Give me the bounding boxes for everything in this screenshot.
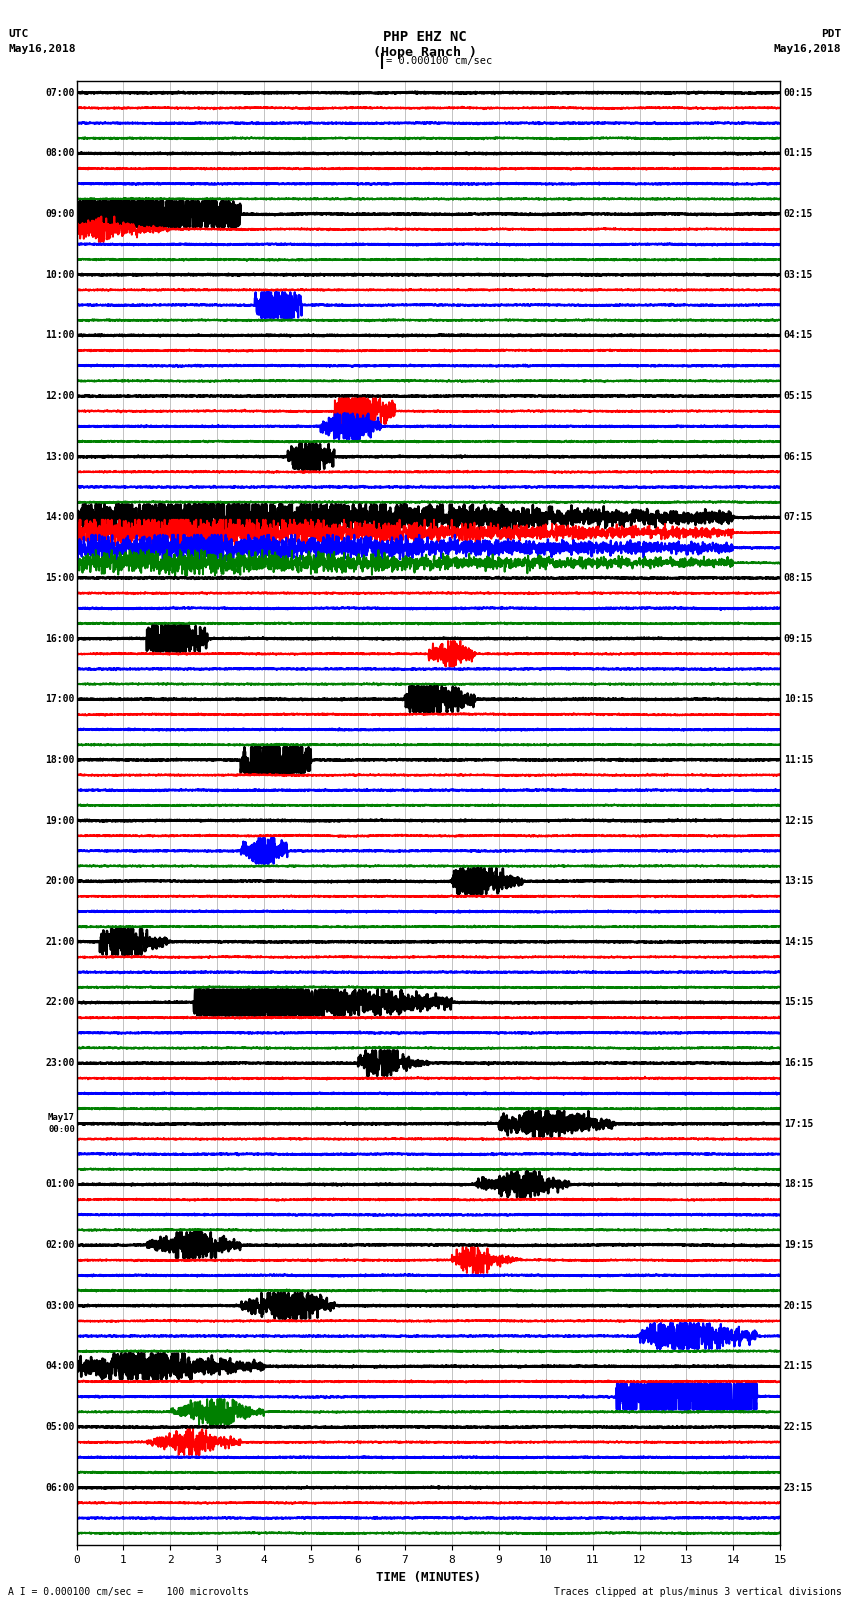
Text: = 0.000100 cm/sec: = 0.000100 cm/sec bbox=[386, 56, 492, 66]
Text: 12:15: 12:15 bbox=[784, 816, 813, 826]
Text: 14:15: 14:15 bbox=[784, 937, 813, 947]
Text: 11:00: 11:00 bbox=[46, 331, 75, 340]
Text: 17:15: 17:15 bbox=[784, 1119, 813, 1129]
Text: 05:15: 05:15 bbox=[784, 390, 813, 402]
Text: 04:00: 04:00 bbox=[46, 1361, 75, 1371]
Text: 13:00: 13:00 bbox=[46, 452, 75, 461]
Text: 13:15: 13:15 bbox=[784, 876, 813, 886]
Text: 23:15: 23:15 bbox=[784, 1482, 813, 1492]
Text: 07:15: 07:15 bbox=[784, 513, 813, 523]
Text: 08:15: 08:15 bbox=[784, 573, 813, 582]
Text: 16:15: 16:15 bbox=[784, 1058, 813, 1068]
Text: 08:00: 08:00 bbox=[46, 148, 75, 158]
Text: PDT: PDT bbox=[821, 29, 842, 39]
Text: 02:15: 02:15 bbox=[784, 210, 813, 219]
Text: 01:15: 01:15 bbox=[784, 148, 813, 158]
Text: (Hope Ranch ): (Hope Ranch ) bbox=[373, 45, 477, 60]
Text: 15:00: 15:00 bbox=[46, 573, 75, 582]
Text: 09:00: 09:00 bbox=[46, 210, 75, 219]
Text: 16:00: 16:00 bbox=[46, 634, 75, 644]
Text: 23:00: 23:00 bbox=[46, 1058, 75, 1068]
Text: 00:00: 00:00 bbox=[48, 1126, 75, 1134]
Text: 11:15: 11:15 bbox=[784, 755, 813, 765]
Text: 01:00: 01:00 bbox=[46, 1179, 75, 1189]
Text: 00:15: 00:15 bbox=[784, 87, 813, 98]
Text: 12:00: 12:00 bbox=[46, 390, 75, 402]
Text: 19:00: 19:00 bbox=[46, 816, 75, 826]
Text: PHP EHZ NC: PHP EHZ NC bbox=[383, 31, 467, 44]
Text: 14:00: 14:00 bbox=[46, 513, 75, 523]
Text: 22:15: 22:15 bbox=[784, 1423, 813, 1432]
Text: 21:15: 21:15 bbox=[784, 1361, 813, 1371]
Text: 21:00: 21:00 bbox=[46, 937, 75, 947]
Text: 19:15: 19:15 bbox=[784, 1240, 813, 1250]
Text: 09:15: 09:15 bbox=[784, 634, 813, 644]
Text: 04:15: 04:15 bbox=[784, 331, 813, 340]
Text: 20:00: 20:00 bbox=[46, 876, 75, 886]
Text: 15:15: 15:15 bbox=[784, 997, 813, 1008]
Text: 10:15: 10:15 bbox=[784, 694, 813, 705]
Text: 06:15: 06:15 bbox=[784, 452, 813, 461]
Text: May16,2018: May16,2018 bbox=[8, 44, 76, 53]
Text: May16,2018: May16,2018 bbox=[774, 44, 842, 53]
Text: 10:00: 10:00 bbox=[46, 269, 75, 279]
Text: 17:00: 17:00 bbox=[46, 694, 75, 705]
Text: 03:15: 03:15 bbox=[784, 269, 813, 279]
X-axis label: TIME (MINUTES): TIME (MINUTES) bbox=[376, 1571, 481, 1584]
Text: 02:00: 02:00 bbox=[46, 1240, 75, 1250]
Text: 07:00: 07:00 bbox=[46, 87, 75, 98]
Text: 18:00: 18:00 bbox=[46, 755, 75, 765]
Text: A I = 0.000100 cm/sec =    100 microvolts: A I = 0.000100 cm/sec = 100 microvolts bbox=[8, 1587, 249, 1597]
Text: 03:00: 03:00 bbox=[46, 1300, 75, 1311]
Text: Traces clipped at plus/minus 3 vertical divisions: Traces clipped at plus/minus 3 vertical … bbox=[553, 1587, 842, 1597]
Text: 20:15: 20:15 bbox=[784, 1300, 813, 1311]
Text: 06:00: 06:00 bbox=[46, 1482, 75, 1492]
Text: UTC: UTC bbox=[8, 29, 29, 39]
Text: May17: May17 bbox=[48, 1113, 75, 1123]
Text: 22:00: 22:00 bbox=[46, 997, 75, 1008]
Text: 05:00: 05:00 bbox=[46, 1423, 75, 1432]
Text: 18:15: 18:15 bbox=[784, 1179, 813, 1189]
